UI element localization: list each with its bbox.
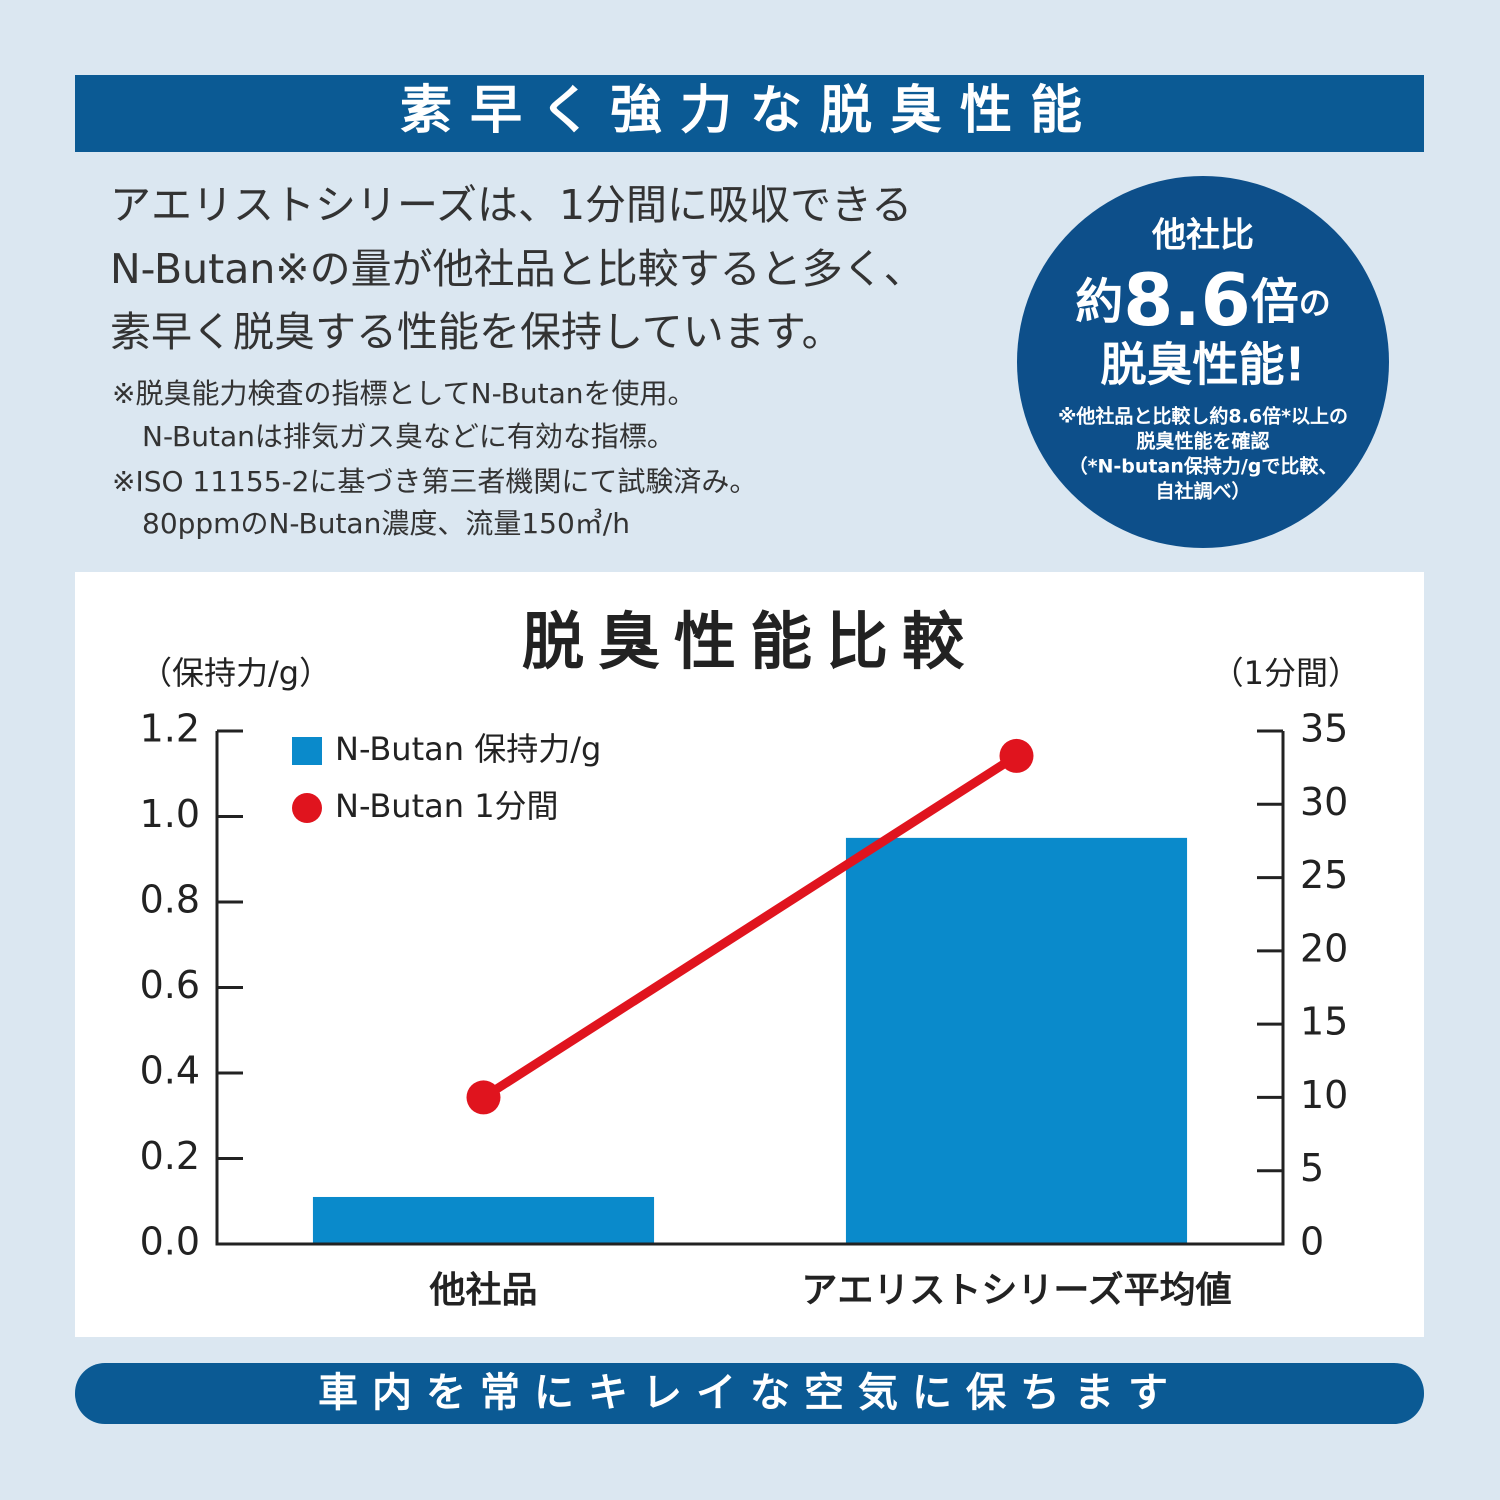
- axes: [215, 731, 1285, 1246]
- y2-tick-label: 35: [1300, 707, 1348, 751]
- note-line: N-Butanは排気ガス臭などに有効な指標。: [142, 420, 675, 453]
- badge-note: （*N-butan保持力/gで比較、: [1069, 455, 1338, 478]
- note-line: ※脱臭能力検査の指標としてN-Butanを使用。: [112, 377, 696, 410]
- bar: [312, 1196, 655, 1244]
- badge-line: 他社比: [1151, 216, 1254, 256]
- badge-note: 自社調べ）: [1155, 480, 1250, 503]
- footer-text: 車内を常にキレイな空気に保ちます: [318, 1370, 1182, 1416]
- y2-tick-label: 20: [1300, 926, 1348, 970]
- legend-label: N-Butan 1分間: [335, 787, 559, 825]
- description-line: N-Butan※の量が他社品と比較すると多く、: [110, 245, 925, 293]
- y2-tick-label: 30: [1300, 780, 1348, 824]
- y-tick-label: 0.4: [140, 1049, 200, 1093]
- y-tick-label: 1.2: [140, 707, 200, 751]
- badge-text: 約: [1075, 274, 1123, 330]
- y2-tick-label: 15: [1300, 1000, 1348, 1044]
- line-marker: [999, 738, 1034, 773]
- y-tick-label: 0.8: [140, 878, 200, 922]
- chart-panel: [75, 572, 1424, 1337]
- y-tick-label: 0.0: [140, 1220, 200, 1264]
- badge-circle: [1017, 176, 1389, 548]
- header-bar: [75, 75, 1424, 152]
- x-tick-label: アエリストシリーズ平均値: [801, 1269, 1231, 1311]
- badge-note: ※他社品と比較し約8.6倍*以上の: [1058, 405, 1348, 428]
- legend-swatch: [292, 737, 322, 765]
- y2-tick-label: 25: [1300, 853, 1348, 897]
- footer-bar: [75, 1363, 1424, 1424]
- y-tick-label: 1.0: [140, 792, 200, 836]
- description-line: アエリストシリーズは、1分間に吸収できる: [110, 181, 912, 229]
- y2-tick-label: 5: [1300, 1146, 1324, 1190]
- badge-line: 約8.6倍の: [1075, 258, 1331, 342]
- y-axis-label: （保持力/g）: [140, 654, 331, 692]
- badge-note: 脱臭性能を確認: [1136, 430, 1269, 453]
- header-title: 素早く強力な脱臭性能: [400, 81, 1100, 141]
- legend-swatch: [292, 793, 322, 823]
- note-line: 80ppmのN-Butan濃度、流量150㎥/h: [142, 507, 630, 540]
- y-tick-label: 0.6: [140, 963, 200, 1007]
- plot: 0.0 0.2 0.4 0.6 0.8 1.0 1.2 0 5 10 15 20 25 30 35 他社品 アエ…: [140, 707, 1349, 1312]
- y2-tick-label: 0: [1300, 1220, 1324, 1264]
- note-line: ※ISO 11155-2に基づき第三者機関にて試験済み。: [112, 465, 757, 498]
- y-tick-label: 0.2: [140, 1134, 200, 1178]
- line-marker: [466, 1080, 501, 1115]
- chart-title: 脱臭性能比較: [522, 605, 978, 678]
- description-line: 素早く脱臭する性能を保持しています。: [110, 308, 843, 356]
- y2-axis-label: （1分間）: [1212, 654, 1360, 692]
- badge-text: の: [1299, 284, 1331, 322]
- badge-line: 脱臭性能!: [1101, 338, 1306, 392]
- line: [481, 752, 1019, 1102]
- badge-number: 8.6: [1123, 258, 1251, 342]
- badge-text: 倍: [1251, 274, 1299, 330]
- legend-label: N-Butan 保持力/g: [335, 730, 601, 768]
- x-tick-label: 他社品: [428, 1270, 537, 1311]
- bar: [845, 837, 1188, 1244]
- y2-tick-label: 10: [1300, 1073, 1348, 1117]
